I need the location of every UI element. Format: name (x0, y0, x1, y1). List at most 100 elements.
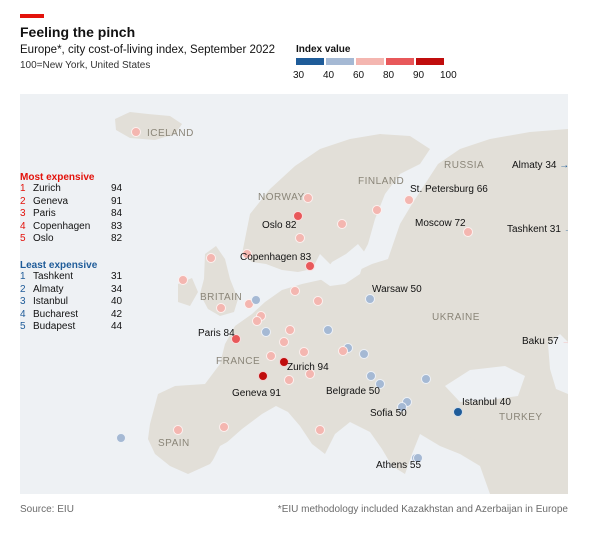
city-dot-labelled (397, 402, 407, 412)
city-label: Geneva 91 (232, 388, 281, 399)
rank-city: Copenhagen (33, 220, 91, 232)
city-dot (295, 233, 305, 243)
rank-number: 1 (20, 271, 26, 282)
methodology-footnote: *EIU methodology included Kazakhstan and… (277, 504, 568, 515)
city-dot (266, 351, 276, 361)
city-dot (315, 425, 325, 435)
rank-value: 84 (111, 208, 123, 219)
city-dot (284, 375, 294, 385)
city-dot (116, 433, 126, 443)
region-label: ICELAND (147, 128, 194, 139)
rank-city: Budapest (33, 321, 76, 332)
europe-map: ICELAND NORWAY FINLAND RUSSIA BRITAIN UKRAINE… (20, 94, 568, 494)
city-dot (323, 325, 333, 335)
rank-row: 2 Geneva 91 (20, 196, 131, 209)
city-dot (313, 296, 323, 306)
city-label: Paris 84 (198, 328, 235, 339)
land-turkey (450, 399, 568, 446)
land-scandinavia (242, 134, 430, 272)
rank-row: 3 Istanbul 40 (20, 296, 131, 309)
city-dot (216, 303, 226, 313)
arrow-right-icon: → (564, 224, 568, 235)
legend-swatch (386, 58, 414, 65)
city-dot-labelled (293, 211, 303, 221)
chart-subtitle: Europe*, city cost-of-living index, Sept… (20, 44, 276, 56)
region-label: TURKEY (499, 412, 543, 423)
rank-value: 82 (111, 233, 123, 244)
offmap-city-label: Baku 57 (522, 336, 562, 347)
city-dot-labelled (453, 407, 463, 417)
rank-city: Oslo (33, 233, 54, 244)
city-dot-labelled (231, 334, 241, 344)
region-label: FRANCE (216, 356, 261, 367)
brand-bar (20, 14, 44, 18)
city-dot (178, 275, 188, 285)
city-dot-labelled (366, 371, 376, 381)
sea-black (445, 366, 525, 402)
city-dot (173, 425, 183, 435)
region-label: FINLAND (358, 176, 405, 187)
region-label: NORWAY (258, 192, 305, 203)
legend-title: Index value (296, 44, 351, 55)
city-dot (305, 369, 315, 379)
city-dot (359, 349, 369, 359)
city-dot (337, 219, 347, 229)
rank-city: Geneva (33, 195, 69, 207)
source-note: Source: EIU (20, 504, 74, 515)
most-expensive-list: 1 Zurich 94 2 Geneva 91 3 Paris 84 4 Copenhagen 83 5… (20, 183, 131, 246)
rank-city: Tashkent (33, 271, 74, 282)
legend-swatch (416, 58, 444, 65)
legend-tick-label: 90 (413, 70, 425, 81)
legend-swatch (326, 58, 354, 65)
rank-city: Bucharest (33, 308, 79, 320)
rank-value: 34 (111, 283, 123, 295)
rank-row: 5 Budapest 44 (20, 321, 131, 334)
city-label: Copenhagen 83 (240, 252, 312, 263)
offmap-city: Tashkent 31 → (507, 224, 568, 235)
rank-city: Paris (33, 208, 56, 219)
legend-tick-label: 100 (440, 70, 457, 81)
land-britain (200, 246, 238, 316)
rank-value: 40 (111, 296, 123, 307)
city-label: Athens 55 (376, 460, 422, 471)
city-dot-labelled (404, 195, 414, 205)
city-dot (299, 347, 309, 357)
rank-city: Istanbul (33, 296, 69, 307)
least-expensive-heading: Least expensive (20, 260, 98, 271)
city-label: Istanbul 40 (462, 397, 511, 408)
sea-caspian (548, 334, 568, 394)
rank-city: Almaty (33, 283, 64, 295)
legend-tick-label: 30 (293, 70, 305, 81)
city-dot (290, 286, 300, 296)
region-label: RUSSIA (444, 160, 485, 171)
rank-value: 42 (111, 308, 123, 320)
city-dot (219, 422, 229, 432)
city-dot (285, 325, 295, 335)
most-expensive-panel: Most expensive 1 Zurich 94 2 Geneva 91 3 Paris 8… (20, 172, 131, 246)
least-expensive-panel: Least expensive 1 Tashkent 31 2 Almaty 34 3 Ist… (20, 260, 131, 334)
rank-value: 31 (111, 271, 123, 282)
city-label: St. Petersburg 66 (410, 184, 488, 195)
rank-row: 3 Paris 84 (20, 208, 131, 221)
rank-number: 1 (20, 183, 26, 194)
city-dot-labelled (279, 357, 289, 367)
city-dot (131, 127, 141, 137)
legend-swatch (296, 58, 324, 65)
region-label: SPAIN (158, 438, 190, 449)
city-label: Zurich 94 (287, 362, 329, 373)
rank-number: 3 (20, 208, 26, 219)
city-dot-labelled (365, 294, 375, 304)
offmap-city: Almaty 34 → (512, 160, 568, 171)
rank-value: 83 (111, 220, 123, 232)
city-dot (372, 205, 382, 215)
land-ireland (178, 278, 198, 306)
city-label: Warsaw 50 (372, 284, 422, 295)
least-expensive-list: 1 Tashkent 31 2 Almaty 34 3 Istanbul 40 4 Buchares… (20, 271, 131, 334)
region-label: UKRAINE (432, 312, 480, 323)
city-label: Sofia 50 (370, 408, 407, 419)
rank-value: 44 (111, 321, 123, 332)
rank-row: 4 Bucharest 42 (20, 309, 131, 322)
city-dot (242, 249, 252, 259)
rank-number: 5 (20, 233, 26, 244)
rank-value: 91 (111, 195, 123, 207)
